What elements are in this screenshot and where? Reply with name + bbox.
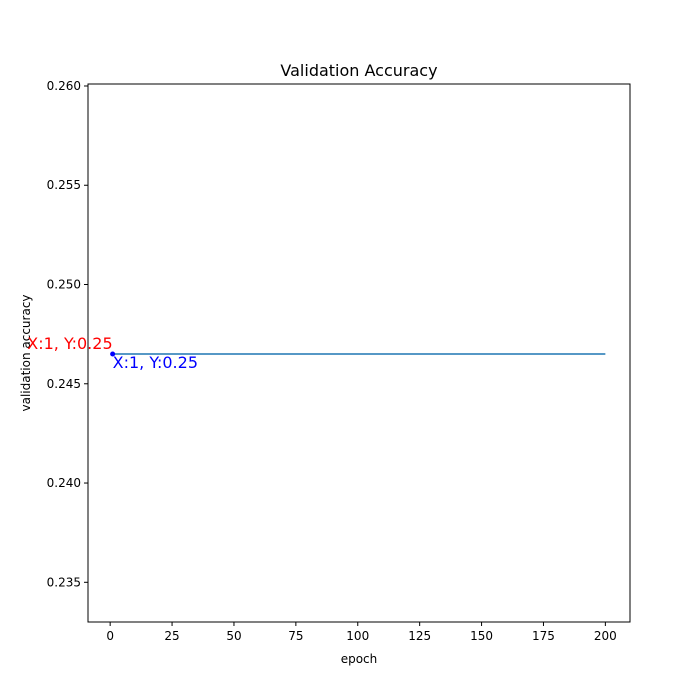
chart-title: Validation Accuracy — [280, 61, 437, 80]
annotations: X:1, Y:0.25X:1, Y:0.25 — [27, 334, 198, 372]
x-tick-label: 0 — [106, 629, 114, 643]
x-tick-label: 25 — [164, 629, 179, 643]
x-tick-label: 75 — [288, 629, 303, 643]
y-tick-label: 0.240 — [47, 476, 81, 490]
x-tick-label: 100 — [346, 629, 369, 643]
y-tick-label: 0.255 — [47, 178, 81, 192]
x-tick-label: 125 — [408, 629, 431, 643]
plot-area — [110, 351, 606, 357]
y-axis-title: validation accuracy — [19, 294, 33, 411]
axes-frame — [87, 83, 631, 623]
y-tick-label: 0.245 — [47, 377, 81, 391]
point-annotation: X:1, Y:0.25 — [113, 353, 198, 372]
y-tick-label: 0.250 — [47, 278, 81, 292]
point-annotation: X:1, Y:0.25 — [27, 334, 112, 353]
x-axis-title: epoch — [341, 652, 378, 666]
x-axis: 0 25 50 75 100 125 150 175 200 — [106, 622, 617, 643]
highlight-point — [110, 351, 116, 357]
x-tick-label: 175 — [532, 629, 555, 643]
y-tick-label: 0.260 — [47, 79, 81, 93]
y-tick-label: 0.235 — [47, 575, 81, 589]
x-tick-label: 200 — [594, 629, 617, 643]
y-axis: 0.235 0.240 0.245 0.250 0.255 0.260 — [47, 79, 88, 589]
x-tick-label: 150 — [470, 629, 493, 643]
x-tick-label: 50 — [226, 629, 241, 643]
